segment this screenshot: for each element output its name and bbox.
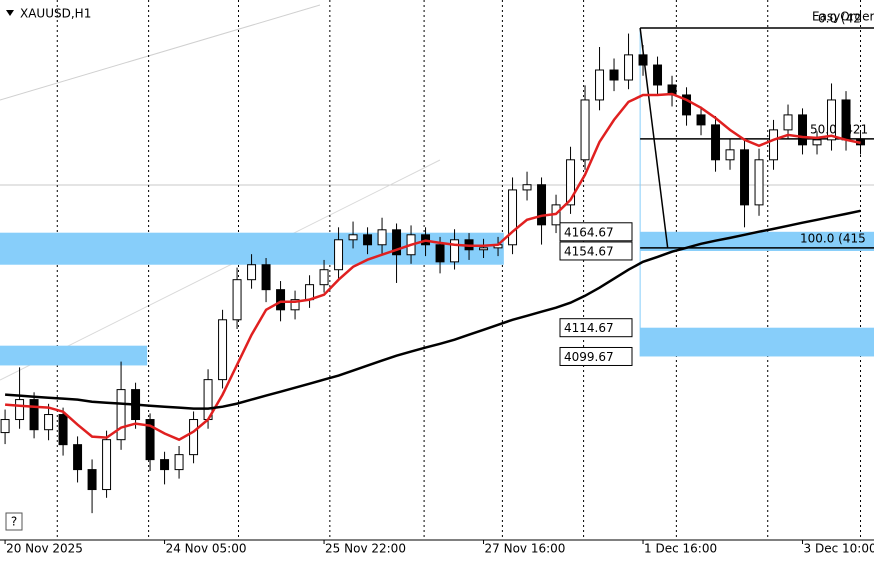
candle-body [392,229,402,256]
candle-body [232,279,242,321]
price-label: 4114.67 [559,318,633,338]
candle-body [479,247,489,251]
candle-body [160,459,170,471]
price-label-text: 4114.67 [564,321,614,335]
candle-body [0,419,10,434]
candle-body [696,114,706,126]
fib-label: 0.0 (42 [818,12,861,26]
x-tick-label: 27 Nov 16:00 [485,542,566,556]
price-label: 4099.67 [559,346,633,366]
candle-body [290,299,300,311]
candle-body [145,419,155,461]
help-button-label[interactable]: ? [11,515,17,529]
plot: 4164.67 4154.67 4114.67 4099.67 0.0 (42 50.0 … [0,0,874,540]
candle-body [44,414,54,431]
candle-body [363,234,373,246]
trend-line [0,4,321,101]
candle-body [508,189,518,246]
candle-body [377,229,387,246]
price-label-text: 4164.67 [564,225,614,239]
candle-body [595,69,605,101]
moving-average [5,92,861,442]
x-tick-label: 24 Nov 05:00 [166,542,247,556]
symbol-title: XAUUSD,H1 [20,7,91,21]
candle-body [566,159,576,206]
candle-body [624,54,634,81]
candle-body [435,244,445,263]
candle-body [247,264,257,281]
x-tick-label: 25 Nov 22:00 [325,542,406,556]
price-label-box [559,222,633,242]
candle-body [754,159,764,206]
candle-body [769,129,779,161]
candle-body [334,239,344,271]
candle-body [261,264,271,291]
fib-label: 100.0 (415 [800,231,866,245]
candle-body [740,149,750,206]
price-label-text: 4099.67 [564,350,614,364]
plugin-label: EasyOrder [812,10,874,24]
candle-body [609,69,619,81]
price-label: 4164.67 [559,222,633,242]
candle-body [348,234,358,241]
x-tick-label: 3 Dec 10:00 [804,542,874,556]
price-label-text: 4154.67 [564,244,614,258]
x-tick-label: 20 Nov 2025 [6,542,83,556]
candle-body [827,99,837,141]
help-button[interactable] [5,512,23,531]
menu-arrow[interactable] [6,10,14,16]
candle-body [29,399,39,431]
zone [0,345,148,366]
candle-body [537,184,547,226]
price-label: 4154.67 [559,241,633,261]
zone [640,327,874,357]
candle-body [783,114,793,131]
candle-body [276,289,286,311]
candle-body [73,444,83,471]
fib-label: 50.0 (421 [810,122,868,136]
zone [640,231,874,251]
candle-body [682,94,692,116]
candle-body [711,124,721,161]
price-label-box [559,241,633,261]
candle-body [116,389,126,441]
price-label-box [559,318,633,338]
candle-body [58,414,68,446]
candle-body [653,64,663,86]
candle-body [15,399,25,421]
price-label-box [559,346,633,366]
candle-body [319,269,329,286]
trend-line [0,159,441,381]
candle-body [87,469,97,491]
candle-body [174,454,184,471]
candle-body [218,319,228,381]
candle-body [450,239,460,263]
candle-body [522,184,532,191]
candle-body [725,149,735,161]
candle-body [812,139,822,146]
candle-body [102,439,112,491]
candle-body [638,54,648,66]
x-tick-label: 1 Dec 16:00 [644,542,717,556]
candle-body [189,419,199,456]
candle-body [580,99,590,161]
moving-average [5,209,861,410]
candle-body [798,114,808,146]
